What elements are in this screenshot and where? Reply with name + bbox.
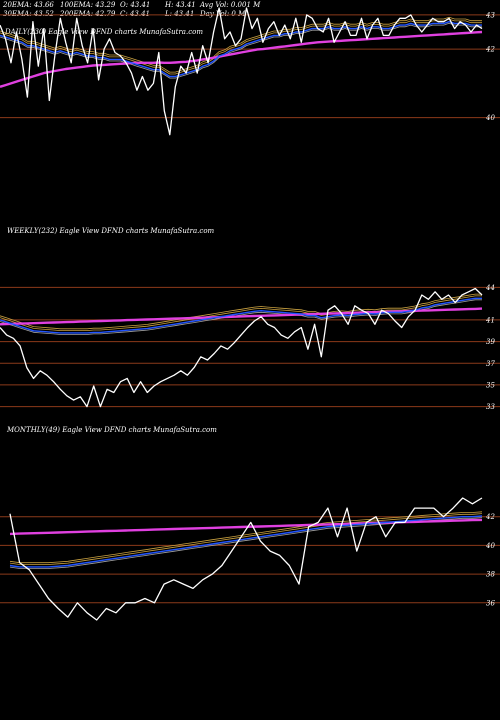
monthly-ema-band <box>9 513 483 565</box>
monthly-ema-band <box>9 511 483 564</box>
open-readout: O: 43.41 <box>120 1 151 9</box>
daily-tick-label: 40 <box>485 114 495 122</box>
weekly-ema20-line <box>0 297 482 334</box>
daily-chart-title: DAILY(230) Eagle View DFND charts Munafa… <box>5 28 203 36</box>
daily-tick-label: 43 <box>485 11 495 19</box>
ema30-readout: 30EMA: 43.52 <box>3 10 54 18</box>
weekly-tick-label: 33 <box>486 403 495 411</box>
weekly-price-line <box>0 287 483 408</box>
monthly-chart-title: MONTHLY(49) Eagle View DFND charts Munaf… <box>7 426 217 434</box>
monthly-tick-label: 42 <box>485 513 495 521</box>
daily-price-line <box>0 7 483 136</box>
weekly-tick-label: 44 <box>485 284 495 292</box>
monthly-ema20-line <box>9 515 483 568</box>
weekly-tick-label: 39 <box>486 338 495 346</box>
weekly-ema-band <box>0 295 482 331</box>
weekly-tick-label: 35 <box>486 381 495 389</box>
monthly-tick-label: 40 <box>485 542 495 550</box>
daily-ema20-line <box>0 21 482 78</box>
weekly-tick-label: 41 <box>485 316 495 324</box>
weekly-ema-band <box>0 299 482 335</box>
ema100-readout: 100EMA: 43.29 <box>60 1 116 9</box>
daily-ema-band <box>0 22 482 79</box>
avg-vol-readout: Avg Vol: 0.001 M <box>200 1 261 9</box>
monthly-ema200-line <box>9 518 483 536</box>
daily-ema-band <box>0 16 482 73</box>
daily-ema-band <box>0 18 482 75</box>
weekly-ema200-line <box>0 307 483 326</box>
ema20-readout: 20EMA: 43.66 <box>3 1 54 9</box>
close-readout: C: 43.41 <box>120 10 150 18</box>
daily-tick-label: 42 <box>485 46 495 54</box>
low-readout: L: 43.41 <box>165 10 195 18</box>
weekly-chart-title: WEEKLY(232) Eagle View DFND charts Munaf… <box>7 227 215 235</box>
monthly-price-line <box>9 497 483 621</box>
monthly-tick-label: 36 <box>486 599 495 607</box>
ema200-readout: 200EMA: 42.79 <box>60 10 116 18</box>
weekly-tick-label: 37 <box>486 360 495 368</box>
weekly-ema-band <box>0 293 482 330</box>
daily-ema200-line <box>0 30 483 88</box>
high-readout: H: 43.41 <box>165 1 196 9</box>
day-vol-readout: Day Vol: 0 M <box>200 10 246 18</box>
monthly-tick-label: 38 <box>486 571 495 579</box>
